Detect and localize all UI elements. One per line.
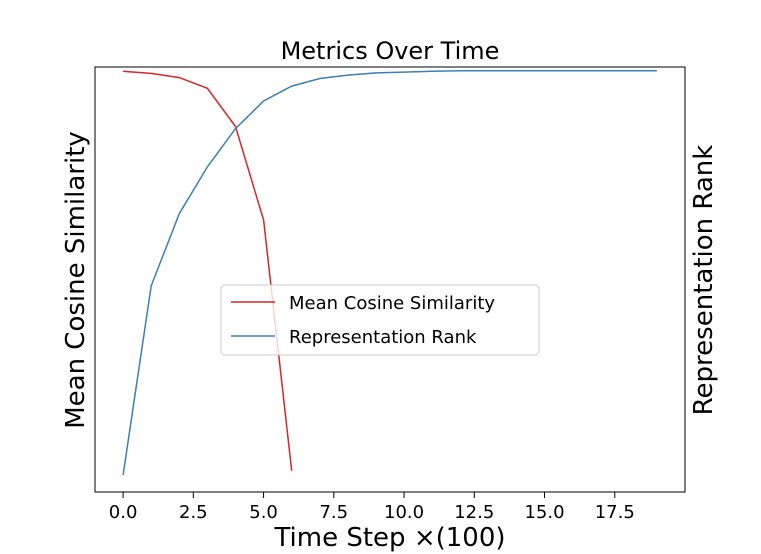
- right-y-axis-label: Representation Rank: [689, 145, 719, 416]
- series-line-representation-rank: [122, 70, 657, 476]
- plot-area-frame: [94, 66, 686, 493]
- x-tick-label: 12.5: [454, 502, 494, 523]
- series-line-mean-cosine-similarity: [123, 70, 293, 471]
- legend: Mean Cosine Similarity Representation Ra…: [220, 284, 540, 356]
- chart-title: Metrics Over Time: [281, 37, 500, 65]
- x-axis-ticks: 0.0 2.5 5.0 7.5 10.0 12.5 15.0 17.5: [109, 492, 635, 523]
- x-tick-label: 2.5: [179, 502, 208, 523]
- x-tick-label: 10.0: [384, 502, 424, 523]
- legend-label-mean-cosine-similarity: Mean Cosine Similarity: [289, 293, 495, 314]
- x-tick-label: 5.0: [249, 502, 278, 523]
- x-tick-label: 7.5: [319, 502, 348, 523]
- x-tick-label: 17.5: [595, 502, 635, 523]
- x-axis-label: Time Step ×(100): [273, 523, 505, 553]
- x-tick-label: 15.0: [524, 502, 564, 523]
- series-layer: [122, 70, 657, 476]
- legend-box: [220, 284, 540, 356]
- legend-label-representation-rank: Representation Rank: [289, 327, 477, 348]
- left-y-axis-label: Mean Cosine Similarity: [61, 131, 91, 429]
- x-tick-label: 0.0: [109, 502, 138, 523]
